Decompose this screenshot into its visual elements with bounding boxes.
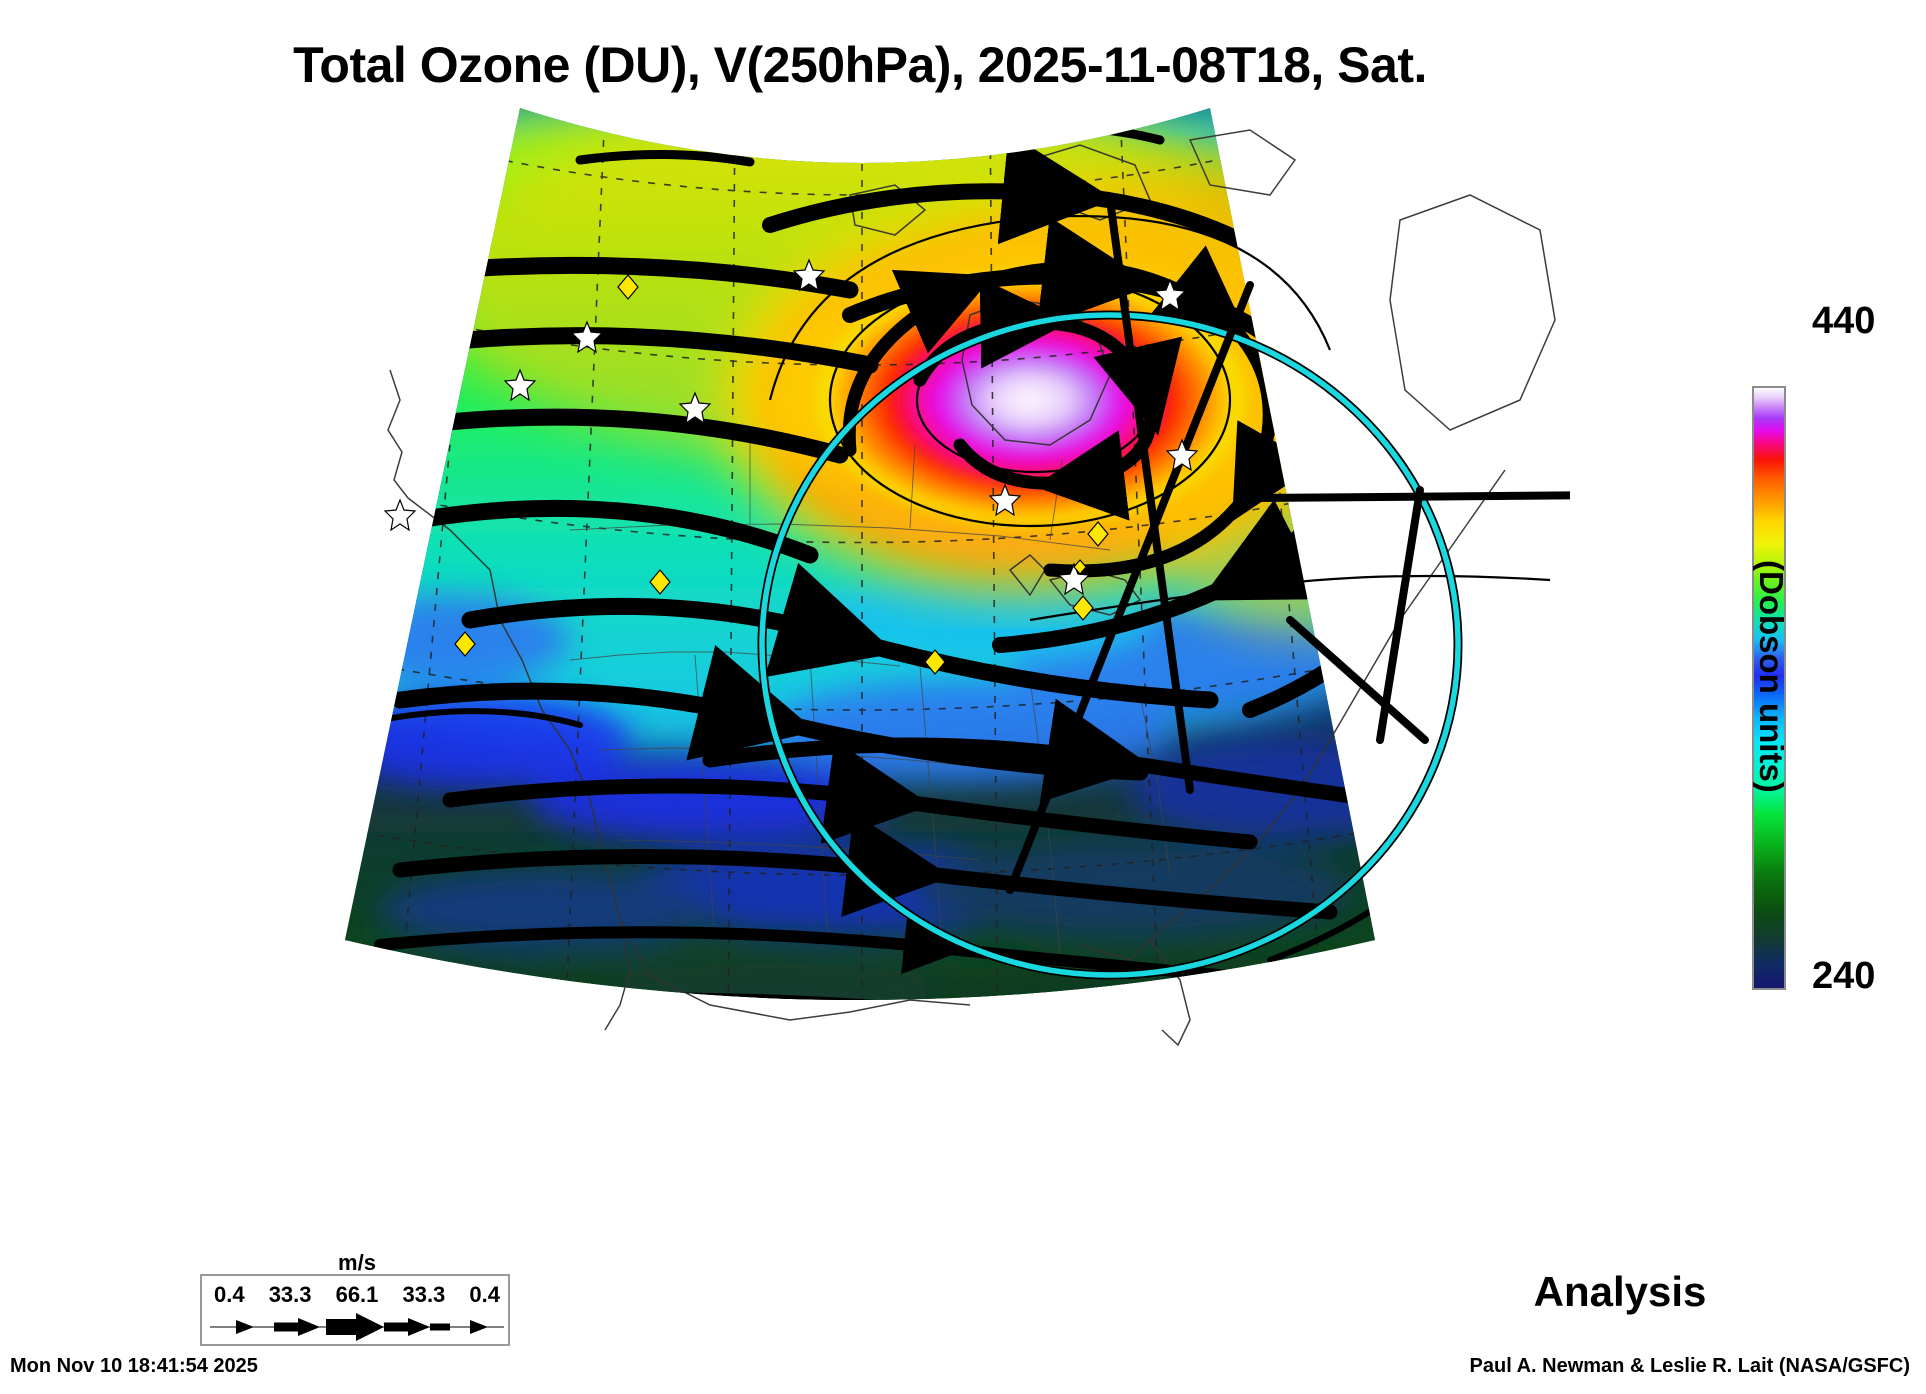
terminator-lines [1006,196,1570,894]
wind-tick-4: 0.4 [469,1282,500,1307]
author-credit: Paul A. Newman & Leslie R. Lait (NASA/GS… [1469,1355,1910,1377]
analysis-label: Analysis [1533,1268,1707,1315]
map-canvas: 283 [345,108,1570,1047]
satellite-orbit-track [757,310,1463,980]
ozone-colorbar [1752,386,1786,990]
wind-legend-units: m/s [338,1250,376,1275]
wind-legend-ticks: 0.4 33.3 66.1 33.3 0.4 [202,1282,512,1308]
wind-speed-legend: m/s 0.4 33.3 66.1 33.3 0.4 [200,1250,512,1346]
figure-title: Total Ozone (DU), V(250hPa), 2025-11-08T… [293,37,1427,93]
render-timestamp: Mon Nov 10 18:41:54 2025 [10,1355,258,1377]
wind-tick-1: 33.3 [268,1282,312,1307]
station-star [383,258,1199,596]
colorbar-axis-label: (Dobson units) [1752,560,1790,793]
colorbar-min-label: 240 [1812,955,1876,997]
wind-tick-3: 33.3 [402,1282,446,1307]
station-markers [383,258,1199,675]
colorbar-max-label: 440 [1812,300,1876,342]
map-panel: 283 [150,100,1570,1270]
ozone-field [345,108,1375,1000]
wind-tick-0: 0.4 [214,1282,245,1307]
wind-legend-arrows [210,1313,504,1341]
wind-tick-2: 66.1 [335,1282,379,1307]
station-diamond [454,274,1109,675]
